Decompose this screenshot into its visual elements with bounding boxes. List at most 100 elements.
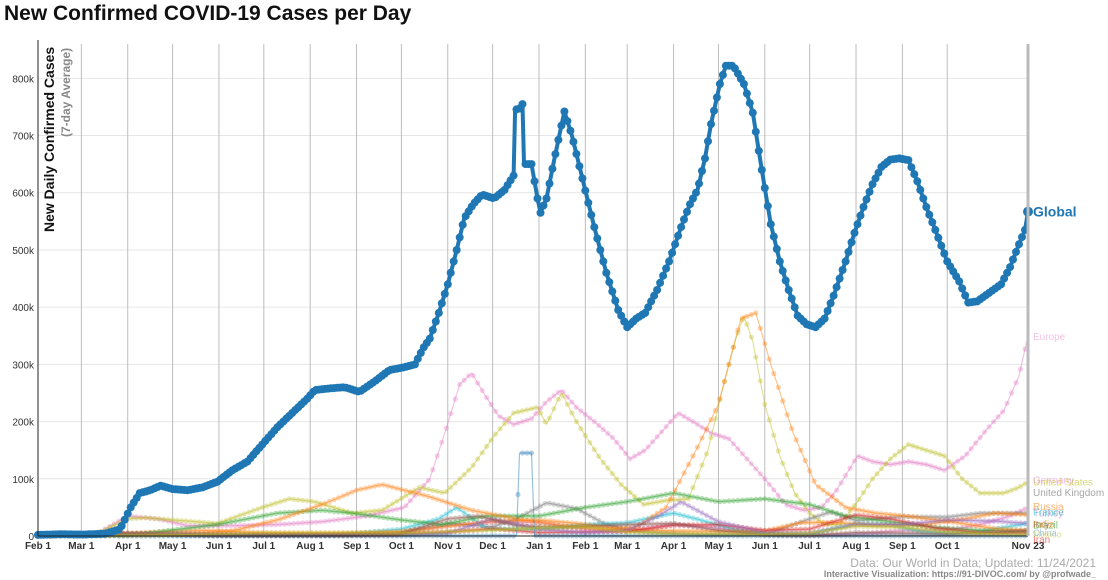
data-point-italy[interactable]	[466, 514, 472, 520]
series-line-turkey[interactable]	[37, 501, 1029, 537]
data-point-italy[interactable]	[910, 530, 916, 536]
data-point-india[interactable]	[210, 529, 216, 535]
data-point-india[interactable]	[246, 524, 252, 530]
data-point-germany[interactable]	[380, 531, 387, 537]
data-point-russia[interactable]	[582, 521, 588, 528]
data-point-iran[interactable]	[677, 522, 683, 528]
data-point-brazil[interactable]	[430, 520, 436, 527]
data-point-united-states[interactable]	[250, 508, 256, 514]
data-point-france[interactable]	[421, 520, 427, 526]
data-point-europe[interactable]	[358, 514, 364, 520]
data-point-global[interactable]	[593, 234, 602, 243]
data-point-brazil[interactable]	[892, 519, 898, 525]
data-point-united-states[interactable]	[614, 476, 620, 482]
data-point-brazil[interactable]	[210, 522, 216, 528]
data-point-united-states[interactable]	[726, 361, 732, 367]
data-point-iran[interactable]	[587, 529, 593, 535]
data-point-united-states[interactable]	[389, 501, 395, 507]
data-point-united-kingdom[interactable]	[982, 510, 988, 516]
data-point-mexico[interactable]	[699, 531, 705, 537]
data-point-france[interactable]	[726, 525, 732, 531]
data-point-global[interactable]	[784, 286, 793, 294]
data-point-france[interactable]	[681, 513, 687, 519]
data-point-mexico[interactable]	[394, 530, 400, 536]
data-point-turkey[interactable]	[641, 520, 647, 526]
data-point-europe[interactable]	[878, 460, 885, 466]
data-point-iran[interactable]	[537, 529, 544, 536]
data-point-united-states[interactable]	[286, 496, 292, 502]
data-point-turkey[interactable]	[187, 531, 194, 537]
data-point-turkey[interactable]	[668, 505, 674, 511]
data-point-united-states[interactable]	[757, 378, 763, 384]
data-point-united-kingdom[interactable]	[398, 530, 404, 536]
data-point-mexico[interactable]	[358, 530, 364, 536]
data-point-india[interactable]	[654, 510, 660, 516]
data-point-united-states[interactable]	[340, 507, 346, 513]
data-point-france[interactable]	[825, 527, 831, 533]
data-point-france[interactable]	[829, 526, 835, 532]
data-point-france[interactable]	[739, 527, 746, 534]
data-point-global[interactable]	[1015, 240, 1023, 249]
data-point-europe[interactable]	[519, 419, 526, 425]
data-point-turkey[interactable]	[448, 529, 454, 535]
data-point-russia[interactable]	[546, 518, 553, 524]
data-point-russia[interactable]	[968, 515, 974, 521]
data-point-united-states[interactable]	[807, 510, 813, 516]
data-point-turkey[interactable]	[780, 530, 786, 536]
data-point-india[interactable]	[923, 516, 929, 522]
data-point-united-states[interactable]	[717, 397, 723, 403]
data-point-iran[interactable]	[798, 526, 804, 533]
data-point-united-kingdom[interactable]	[955, 513, 961, 519]
data-point-united-kingdom[interactable]	[551, 501, 557, 507]
data-point-mexico[interactable]	[340, 530, 346, 536]
data-point-europe[interactable]	[914, 460, 920, 466]
data-point-europe[interactable]	[201, 523, 207, 529]
data-point-europe[interactable]	[573, 404, 580, 410]
data-point-united-kingdom[interactable]	[143, 530, 149, 537]
data-point-iran[interactable]	[502, 527, 508, 533]
data-point-turkey[interactable]	[829, 526, 835, 532]
data-point-brazil[interactable]	[618, 499, 624, 506]
data-point-germany[interactable]	[358, 531, 364, 537]
data-point-germany[interactable]	[493, 519, 499, 525]
data-point-russia[interactable]	[528, 517, 535, 523]
data-point-france[interactable]	[286, 532, 292, 538]
data-point-iran[interactable]	[869, 514, 876, 520]
data-point-france[interactable]	[919, 528, 925, 535]
data-point-europe[interactable]	[205, 523, 212, 529]
data-point-brazil[interactable]	[869, 516, 876, 523]
data-point-italy[interactable]	[703, 525, 710, 532]
data-point-brazil[interactable]	[515, 513, 521, 519]
data-point-france[interactable]	[484, 526, 490, 532]
data-point-russia[interactable]	[161, 529, 167, 535]
data-point-mexico[interactable]	[425, 529, 431, 535]
data-point-europe[interactable]	[219, 523, 225, 529]
data-point-global[interactable]	[710, 106, 718, 115]
data-point-italy[interactable]	[573, 524, 580, 530]
data-point-united-kingdom[interactable]	[932, 514, 938, 520]
data-point-brazil[interactable]	[250, 515, 256, 521]
data-point-russia[interactable]	[1008, 511, 1015, 517]
data-point-india[interactable]	[636, 522, 642, 529]
data-point-global[interactable]	[718, 70, 727, 79]
data-point-mexico[interactable]	[735, 531, 741, 537]
data-point-germany[interactable]	[484, 520, 490, 526]
data-point-russia[interactable]	[470, 520, 476, 527]
data-point-france[interactable]	[515, 526, 521, 532]
data-point-italy[interactable]	[398, 530, 404, 537]
data-point-europe[interactable]	[143, 515, 149, 521]
data-point-europe[interactable]	[421, 482, 427, 489]
data-point-united-states[interactable]	[300, 497, 306, 503]
data-point-united-states[interactable]	[537, 410, 544, 416]
data-point-united-states[interactable]	[277, 499, 283, 505]
data-point-united-kingdom[interactable]	[421, 525, 427, 531]
data-point-europe[interactable]	[650, 439, 656, 445]
data-point-iran[interactable]	[618, 528, 624, 535]
data-point-india[interactable]	[264, 519, 270, 526]
data-point-europe[interactable]	[542, 400, 548, 406]
data-point-iran[interactable]	[959, 528, 965, 534]
data-point-turkey[interactable]	[524, 523, 530, 530]
data-point-italy[interactable]	[717, 527, 723, 534]
data-point-united-states[interactable]	[510, 410, 517, 416]
data-point-brazil[interactable]	[838, 511, 844, 518]
